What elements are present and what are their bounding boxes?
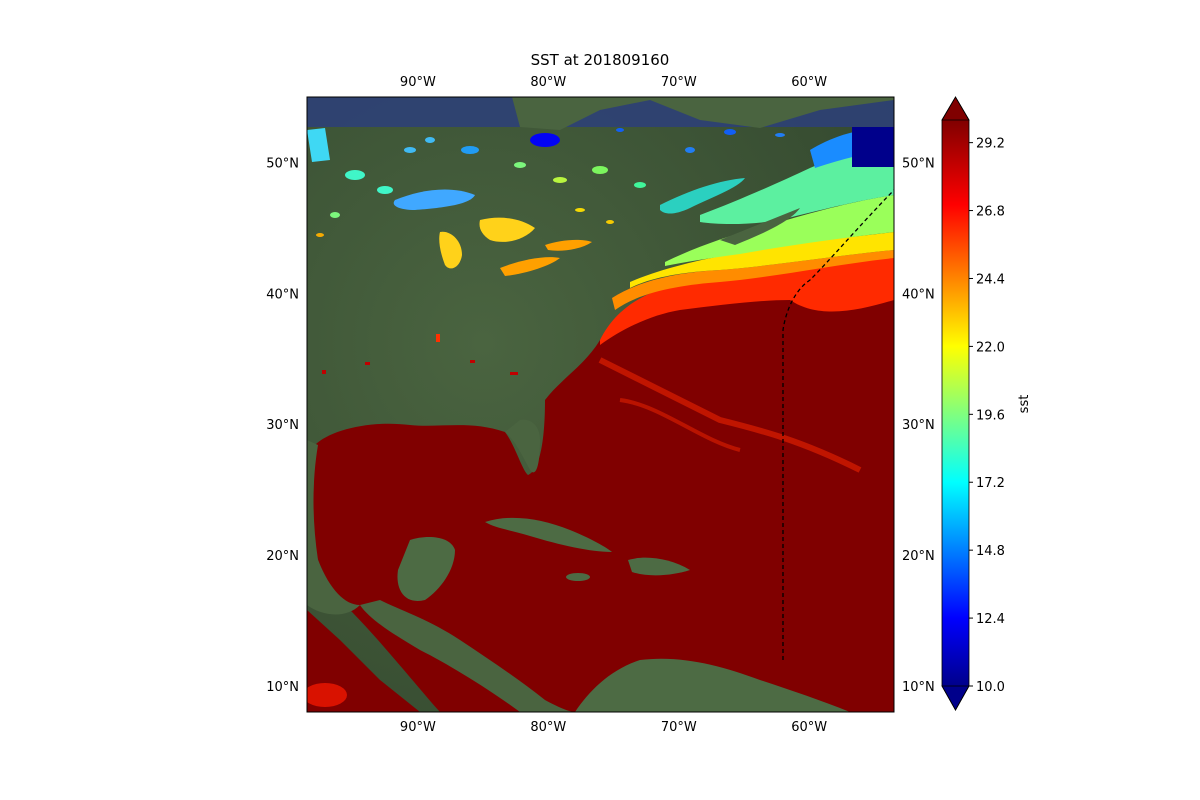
- central-america-land: [360, 600, 575, 712]
- lat-tick-label-left: 30°N: [266, 418, 299, 433]
- lon-tick-label-bottom: 90°W: [400, 720, 436, 735]
- colorbar-extend-min: [941, 685, 970, 711]
- lon-tick-label-top: 70°W: [661, 75, 697, 90]
- colorbar-label: sst: [1017, 395, 1032, 414]
- lat-tick-label-right: 20°N: [902, 549, 935, 564]
- lat-tick-label-right: 10°N: [902, 680, 935, 695]
- colorbar-tick-label: 29.2: [976, 137, 1005, 152]
- gulf-stream-streak: [598, 357, 862, 473]
- lat-tick-label-left: 40°N: [266, 287, 299, 302]
- sst-band-yellow: [630, 232, 894, 288]
- map-frame: [306, 96, 895, 713]
- lat-ticks-right: 10°N 20°N 30°N 40°N 50°N: [902, 156, 935, 694]
- colorbar-tick-label: 12.4: [976, 612, 1005, 627]
- lon-tick-label-top: 60°W: [791, 75, 827, 90]
- lat-tick-label-right: 40°N: [902, 287, 935, 302]
- lat-tick-label-left: 20°N: [266, 549, 299, 564]
- lat-tick-label-left: 50°N: [266, 156, 299, 171]
- northern-lakes: [307, 128, 785, 237]
- lake-erie: [500, 257, 560, 276]
- hispaniola-land: [628, 557, 690, 576]
- sst-band-red: [600, 255, 894, 345]
- northern-land-strip: [512, 97, 894, 130]
- lon-ticks-top: 90°W 80°W 70°W 60°W: [400, 75, 827, 90]
- mexico-land: [307, 440, 360, 615]
- lat-ticks-left: 10°N 20°N 30°N 40°N 50°N: [266, 156, 299, 694]
- lat-tick-label-right: 50°N: [902, 156, 935, 171]
- florida-land: [505, 419, 540, 473]
- map-panel: [307, 97, 894, 712]
- yucatan-land: [397, 537, 455, 601]
- lake-michigan: [439, 231, 462, 269]
- lake-huron: [479, 217, 535, 242]
- lat-tick-label-right: 30°N: [902, 418, 935, 433]
- south-america-land: [575, 658, 850, 712]
- sst-band-teal: [700, 148, 894, 225]
- colorbar-gradient: [942, 120, 969, 686]
- colorbar-tick-label: 26.8: [976, 205, 1005, 220]
- colorbar-tick-label: 19.6: [976, 408, 1005, 423]
- colorbar-ticks: 10.0 12.4 14.8 17.2 19.6 22.0 24.4 26.8 29.2: [969, 137, 1005, 695]
- colorbar: 10.0 12.4 14.8 17.2 19.6 22.0 24.4 26.8 29.2 sst: [941, 96, 1032, 711]
- lon-tick-label-bottom: 80°W: [530, 720, 566, 735]
- atlantic-gulf-water: [312, 255, 894, 712]
- sst-band-green: [665, 195, 894, 266]
- cuba-land: [485, 517, 612, 552]
- storm-track-line: [782, 189, 894, 660]
- colorbar-tick-label: 17.2: [976, 476, 1005, 491]
- gulf-st-lawrence: [660, 178, 745, 214]
- sst-band-darkblue: [852, 127, 894, 167]
- southern-inland-lakes: [322, 334, 518, 375]
- lat-tick-label-left: 10°N: [266, 680, 299, 695]
- lon-tick-label-top: 80°W: [530, 75, 566, 90]
- lon-ticks-bottom: 90°W 80°W 70°W 60°W: [400, 720, 827, 735]
- lon-tick-label-bottom: 60°W: [791, 720, 827, 735]
- colorbar-tick-label: 14.8: [976, 544, 1005, 559]
- lake-superior: [393, 189, 475, 210]
- colorbar-tick-label: 10.0: [976, 680, 1005, 695]
- colorbar-tick-label: 24.4: [976, 272, 1005, 287]
- lake-ontario: [545, 239, 592, 251]
- lon-tick-label-bottom: 70°W: [661, 720, 697, 735]
- jamaica-land: [566, 573, 590, 581]
- colorbar-tick-label: 22.0: [976, 340, 1005, 355]
- nova-scotia-land: [720, 208, 800, 245]
- map-title: SST at 201809160: [530, 51, 670, 69]
- lon-tick-label-top: 90°W: [400, 75, 436, 90]
- colorbar-extend-max: [941, 96, 970, 121]
